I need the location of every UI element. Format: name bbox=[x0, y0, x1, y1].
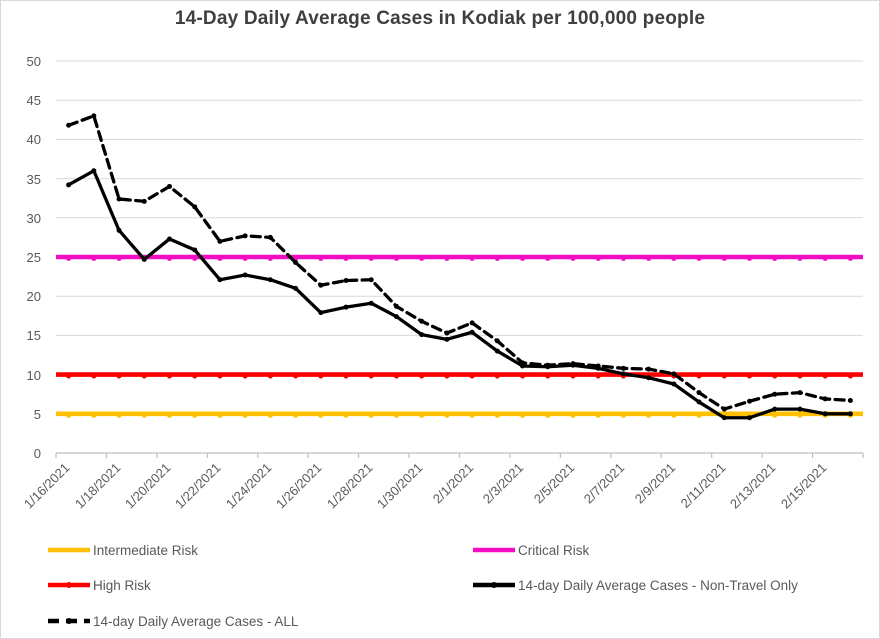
y-axis-label: 0 bbox=[33, 446, 41, 461]
series-line-all bbox=[66, 114, 853, 411]
legend-label-critical-risk: Critical Risk bbox=[518, 542, 590, 558]
y-axis-label: 35 bbox=[26, 171, 41, 187]
series-line-non-travel bbox=[66, 169, 853, 420]
legend-item-cases-all: 14-day Daily Average Cases - ALL bbox=[47, 613, 299, 629]
high-risk-line-swatch bbox=[47, 580, 91, 590]
legend-label-cases-non-travel: 14-day Daily Average Cases - Non-Travel … bbox=[518, 577, 798, 593]
y-axis-label: 25 bbox=[26, 250, 41, 265]
cases-non-travel-line-swatch bbox=[472, 580, 516, 590]
y-axis-label: 5 bbox=[33, 406, 41, 422]
legend-label-high-risk: High Risk bbox=[93, 577, 151, 593]
legend-label-intermediate-risk: Intermediate Risk bbox=[93, 542, 199, 558]
y-axis-label: 30 bbox=[26, 210, 41, 226]
legend-item-critical-risk: Critical Risk bbox=[472, 542, 590, 558]
cases-all-dashed-line-swatch bbox=[47, 616, 91, 626]
y-axis-label: 10 bbox=[26, 367, 41, 383]
y-axis-label: 50 bbox=[26, 54, 41, 69]
y-axis-label: 15 bbox=[26, 328, 41, 344]
y-axis-label: 45 bbox=[26, 93, 41, 109]
legend-item-intermediate-risk: Intermediate Risk bbox=[47, 542, 199, 558]
critical-risk-line-swatch bbox=[472, 545, 516, 555]
legend-item-high-risk: High Risk bbox=[47, 577, 151, 593]
legend-label-cases-all: 14-day Daily Average Cases - ALL bbox=[93, 613, 299, 629]
chart-title: 14-Day Daily Average Cases in Kodiak per… bbox=[174, 8, 706, 29]
y-axis-label: 40 bbox=[26, 132, 41, 148]
y-axis-label: 20 bbox=[26, 289, 41, 305]
intermediate-risk-line-swatch bbox=[47, 545, 91, 555]
legend-item-cases-non-travel: 14-day Daily Average Cases - Non-Travel … bbox=[472, 577, 798, 593]
